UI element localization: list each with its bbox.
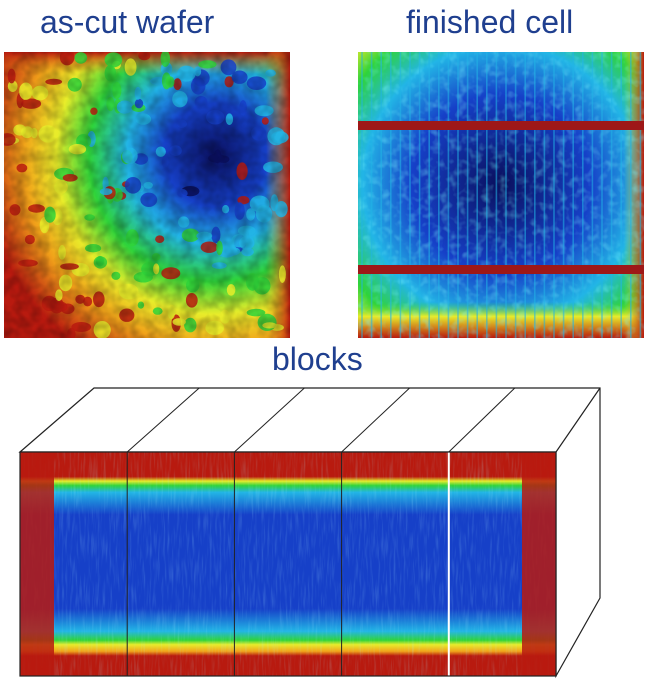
cell-busbars [358, 121, 644, 274]
wafer-map-graphic [4, 52, 290, 338]
block-top-divider [341, 387, 410, 453]
block-top-dividers [126, 387, 516, 453]
blocks-front-border [19, 451, 557, 677]
cell-busbar [358, 121, 644, 130]
blocks-box-edge [555, 387, 601, 453]
block-top-divider [234, 387, 305, 453]
cell-map-graphic [358, 52, 644, 338]
block-top-divider [448, 387, 516, 453]
block-top-divider [126, 387, 200, 453]
blocks-front-texture [20, 452, 556, 676]
cell-busbar [358, 265, 644, 274]
cell-texture [358, 52, 644, 338]
blocks-figure [16, 384, 636, 686]
block-front-dividers [126, 452, 450, 676]
as-cut-wafer-label: as-cut wafer [40, 4, 215, 40]
blocks-left-edge [20, 452, 54, 676]
finished-cell-map [358, 52, 644, 338]
blocks-graphic [18, 387, 601, 679]
blocks-label: blocks [272, 341, 363, 377]
blocks-right-edge [522, 452, 556, 676]
cell-grid-fingers [361, 52, 642, 338]
finished-cell-label: finished cell [406, 4, 574, 40]
as-cut-wafer-map [4, 52, 290, 338]
wafer-texture [4, 52, 290, 338]
